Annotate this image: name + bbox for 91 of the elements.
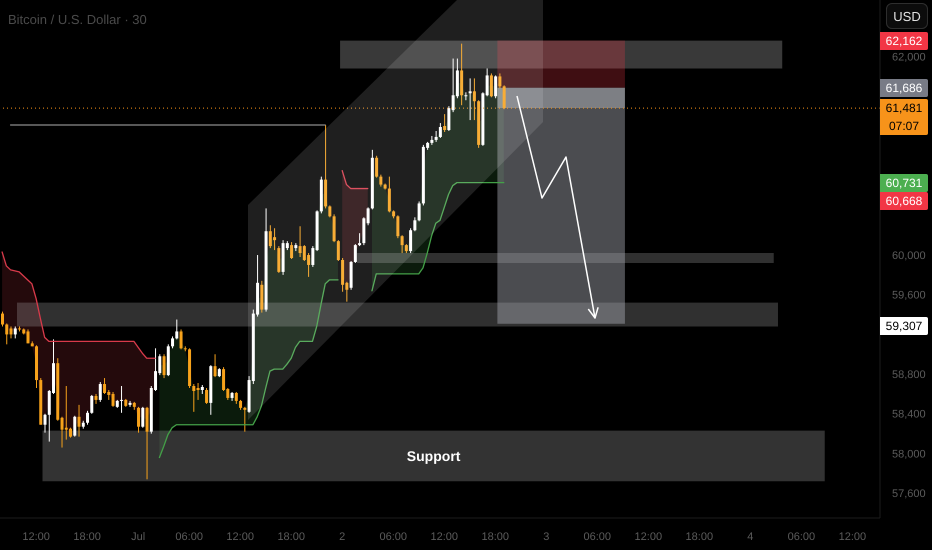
candlestick (290, 242, 294, 260)
text: 62,162 (880, 32, 928, 50)
x-tick-label: 12:00 (22, 530, 50, 543)
text: 59,307 (880, 316, 928, 334)
candlestick (273, 228, 276, 251)
x-tick-label: 18:00 (482, 530, 510, 543)
candlestick (196, 382, 200, 400)
candlestick (400, 234, 404, 254)
x-tick-label: 12:00 (838, 530, 866, 543)
candlestick (302, 244, 306, 262)
x-tick-label: 06:00 (175, 530, 203, 543)
candlestick (192, 384, 196, 412)
candlestick (438, 122, 442, 138)
candlestick (375, 155, 378, 178)
candlestick (328, 204, 332, 218)
x-tick-label: 18:00 (73, 530, 101, 543)
candlestick (137, 406, 140, 434)
candlestick (490, 72, 493, 98)
candlestick (243, 406, 246, 432)
candlestick (379, 174, 382, 188)
y-tick-label: 62,000 (892, 51, 926, 64)
candlestick (298, 226, 302, 258)
candlestick (1, 311, 4, 327)
candlestick (112, 391, 115, 408)
candlestick (468, 78, 472, 121)
candlestick (175, 319, 178, 340)
candlestick (10, 326, 12, 339)
candlestick (64, 386, 68, 440)
candlestick (205, 388, 208, 404)
candlestick (418, 200, 421, 222)
candlestick (354, 244, 357, 264)
candlestick (94, 393, 98, 404)
ref-line-label: 61,481 07:07 (880, 99, 928, 136)
candlestick (358, 232, 362, 247)
candlestick (78, 404, 81, 438)
candlestick (103, 378, 106, 394)
text: 60,668 (880, 192, 928, 210)
y-tick-label: 58,000 (892, 448, 926, 460)
y-tick-label: 60,000 (892, 250, 926, 262)
x-tick-label: 12:00 (634, 530, 662, 543)
candlestick (171, 336, 174, 349)
candlestick (434, 130, 438, 142)
x-tick-label: 3 (543, 530, 550, 543)
candlestick (44, 413, 47, 434)
y-tick-label: 59,600 (892, 290, 926, 302)
candlestick (180, 328, 183, 350)
x-tick-label: 06:00 (788, 530, 816, 543)
candlestick (73, 415, 76, 438)
x-tick-label: 2 (339, 530, 346, 543)
candlestick (234, 391, 238, 404)
y-tick-label: 58,400 (892, 408, 926, 421)
x-tick-label: 4 (747, 530, 754, 543)
x-tick-label: Jul (131, 530, 146, 543)
candlestick (162, 354, 166, 379)
candlestick (472, 78, 476, 121)
candlestick (277, 246, 280, 274)
candlestick (141, 406, 144, 428)
candlestick (98, 382, 102, 402)
candlestick (5, 323, 8, 345)
x-tick-label: 06:00 (379, 530, 407, 543)
candlestick (90, 394, 94, 414)
x-tick-label: 18:00 (686, 530, 714, 543)
y-axis-title: USD (893, 8, 921, 24)
candlestick (502, 84, 506, 110)
candlestick (336, 240, 340, 262)
candlestick (146, 406, 149, 480)
x-tick-label: 06:00 (584, 530, 612, 543)
candlestick (214, 354, 217, 378)
y-tick-label: 58,800 (892, 369, 926, 382)
candlestick (396, 214, 400, 239)
candlestick (494, 74, 498, 99)
candlestick (120, 386, 124, 414)
candlestick (268, 224, 272, 249)
candlestick (86, 410, 90, 426)
candlestick (413, 216, 416, 232)
candlestick (26, 328, 30, 344)
candlestick (69, 427, 72, 438)
text: Bitcoin / U.S. Dollar · 30 (8, 12, 147, 27)
candlestick (498, 72, 502, 89)
candlestick (443, 114, 446, 132)
x-tick-label: 12:00 (226, 530, 254, 543)
candlestick (409, 228, 412, 254)
text: 60,731 (880, 174, 928, 192)
y-tick-label: 57,600 (892, 488, 926, 500)
x-tick-label: 12:00 (430, 530, 458, 543)
text: 61,686 (880, 78, 928, 97)
band-label: Support (406, 448, 461, 464)
x-tick-label: 18:00 (277, 530, 305, 543)
candlestick (388, 176, 391, 213)
candlestick (239, 399, 242, 410)
candlestick (14, 326, 17, 339)
